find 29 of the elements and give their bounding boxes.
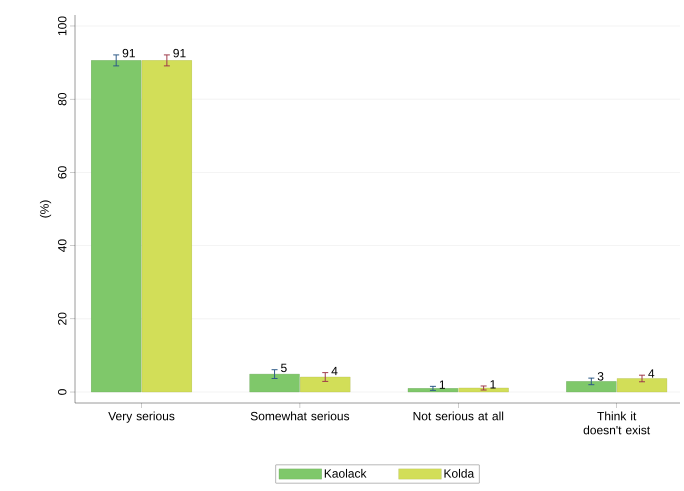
- data-label: 5: [281, 364, 287, 372]
- y-tick-label: 60: [58, 166, 66, 178]
- x-tick-label: Think it doesn't exist: [584, 412, 650, 434]
- legend-label: Kolda: [444, 468, 474, 478]
- x-tick-label: Somewhat serious: [250, 412, 350, 420]
- bar: [142, 60, 192, 392]
- y-tick-label: 40: [58, 239, 66, 252]
- data-label: 3: [598, 372, 604, 381]
- y-axis-title: (%): [40, 200, 52, 218]
- data-label: 1: [440, 380, 445, 389]
- data-label: 4: [648, 369, 654, 378]
- bar: [249, 374, 300, 392]
- data-label: 91: [173, 48, 186, 58]
- x-tick-label: Very serious: [108, 412, 174, 423]
- data-label: 1: [490, 380, 496, 388]
- bar: [458, 388, 509, 392]
- y-tick-label: 0: [58, 389, 66, 395]
- y-tick-label: 80: [58, 92, 66, 106]
- bar: [91, 60, 142, 392]
- bar: [408, 388, 458, 392]
- bar: [566, 381, 616, 392]
- legend-label: Kaolack: [324, 468, 367, 478]
- x-tick-label: Not serious at all: [414, 412, 504, 420]
- data-label: 4: [331, 366, 338, 376]
- y-tick-label: 100: [58, 16, 66, 36]
- data-label: 91: [122, 48, 135, 58]
- bar: [300, 376, 350, 392]
- bar: [616, 378, 668, 392]
- y-tick-label: 20: [58, 312, 66, 325]
